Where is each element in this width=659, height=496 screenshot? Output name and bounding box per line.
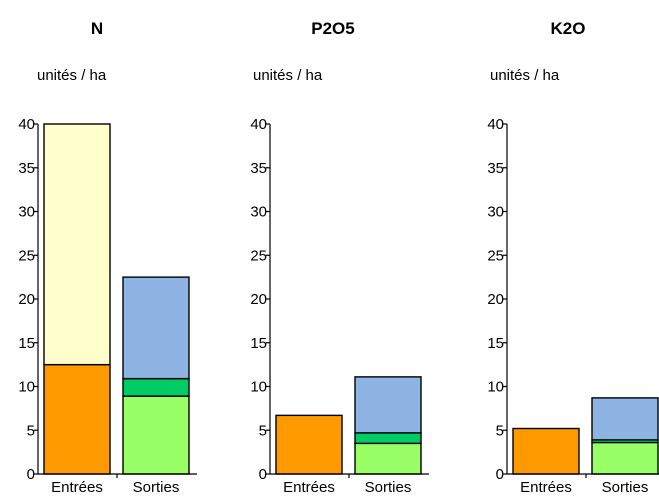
y-tick-label: 20 [18,291,35,308]
bar-segment [43,363,111,475]
y-tick-label: 15 [18,335,35,352]
bar-segment [43,123,111,366]
y-axis-label: unités / ha [490,67,560,84]
y-tick-label: 5 [259,422,267,439]
y-tick-label: 25 [250,247,267,264]
chart-title: K2O [551,19,586,38]
y-tick-label: 10 [250,379,267,396]
y-tick-label: 20 [250,291,267,308]
bar-segment [591,397,659,441]
y-tick-label: 35 [250,160,267,177]
y-tick-label: 15 [487,335,504,352]
y-tick-label: 25 [18,247,35,264]
y-tick-label: 0 [27,466,35,483]
chart-title: P2O5 [311,19,354,38]
y-axis-label: unités / ha [253,67,323,84]
y-tick-label: 20 [487,291,504,308]
bar-segment [354,432,422,445]
y-tick-label: 30 [250,204,267,221]
y-tick-label: 5 [27,422,35,439]
x-tick-label: Entrées [51,479,103,496]
y-tick-label: 30 [18,204,35,221]
y-tick-label: 35 [487,160,504,177]
y-tick-label: 10 [487,379,504,396]
bar-segment [122,276,190,380]
y-tick-label: 15 [250,335,267,352]
bar-segment [591,441,659,475]
bar-segment [354,376,422,434]
y-tick-label: 25 [487,247,504,264]
bar-segment [122,395,190,475]
chart-title: N [91,19,103,38]
y-tick-label: 30 [487,204,504,221]
y-tick-label: 0 [496,466,504,483]
y-tick-label: 40 [487,116,504,133]
x-tick-label: Sorties [365,479,412,496]
y-tick-label: 0 [259,466,267,483]
y-tick-label: 40 [18,116,35,133]
y-axis-label: unités / ha [37,67,107,84]
bar-segment [354,442,422,475]
bar-segment [122,377,190,397]
y-tick-label: 40 [250,116,267,133]
bar-segment [512,427,580,475]
x-tick-label: Entrées [520,479,572,496]
y-tick-label: 5 [496,422,504,439]
x-tick-label: Sorties [602,479,649,496]
x-tick-label: Sorties [133,479,180,496]
x-tick-label: Entrées [283,479,335,496]
y-tick-label: 35 [18,160,35,177]
bar-segment [275,414,343,475]
y-tick-label: 10 [18,379,35,396]
